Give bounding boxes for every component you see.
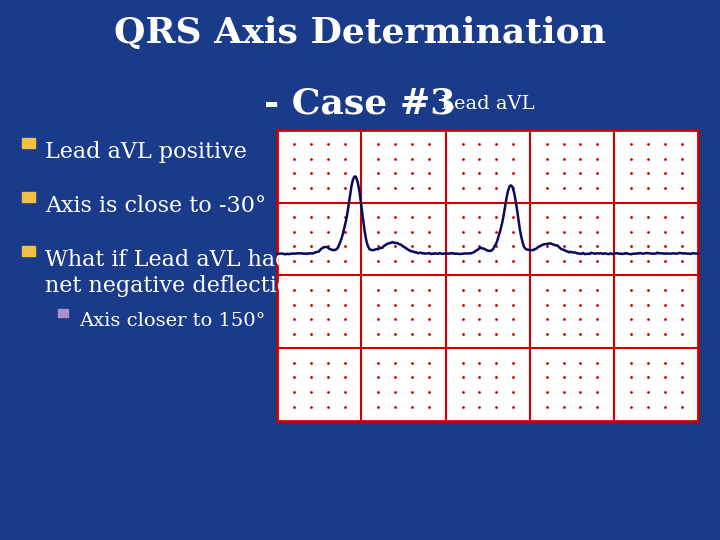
Text: Axis closer to 150°: Axis closer to 150° — [79, 312, 266, 329]
Text: - Case #3: - Case #3 — [264, 86, 456, 120]
Text: Lead aVL: Lead aVL — [441, 96, 535, 113]
FancyBboxPatch shape — [22, 246, 35, 256]
Text: Axis is close to -30°: Axis is close to -30° — [45, 195, 266, 217]
FancyBboxPatch shape — [58, 309, 68, 317]
FancyBboxPatch shape — [22, 192, 35, 202]
Text: Lead aVL positive: Lead aVL positive — [45, 141, 247, 163]
Text: QRS Axis Determination: QRS Axis Determination — [114, 16, 606, 50]
FancyBboxPatch shape — [22, 138, 35, 148]
Text: What if Lead aVL had
net negative deflection?: What if Lead aVL had net negative deflec… — [45, 249, 317, 296]
FancyBboxPatch shape — [277, 130, 698, 421]
